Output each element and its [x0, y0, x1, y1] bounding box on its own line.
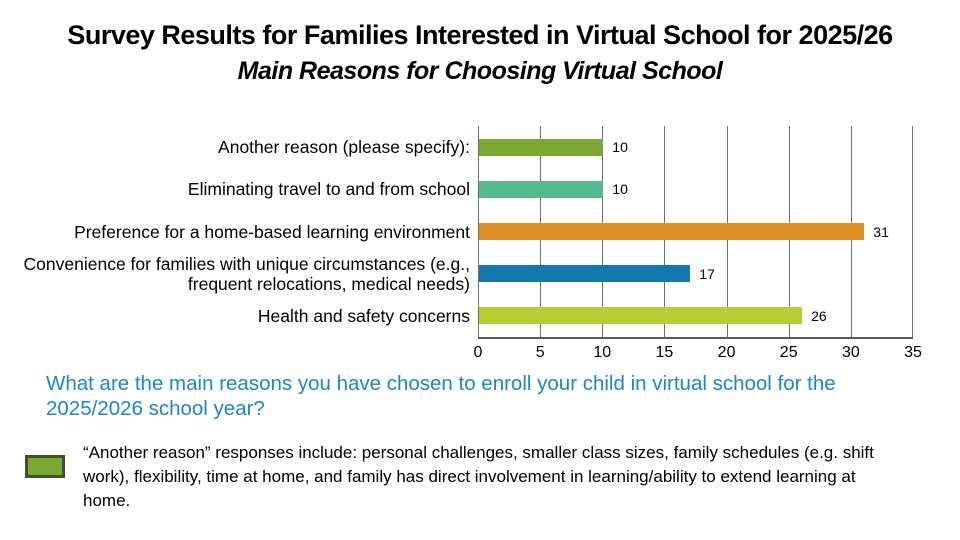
chart-plot-area: 10 10 31 17 26	[478, 126, 913, 339]
x-tick-label-15: 15	[655, 344, 674, 361]
footnote-text: “Another reason” responses include: pers…	[83, 443, 874, 510]
category-label-3: Convenience for families with unique cir…	[23, 253, 470, 294]
x-tick-label-35: 35	[904, 344, 922, 361]
x-axis-tick-labels: 0 5 10 15 20 25 30 35	[474, 344, 922, 364]
category-label-0: Another reason (please specify):	[218, 137, 470, 158]
bar-4	[479, 307, 803, 325]
category-label-4: Health and safety concerns	[257, 305, 470, 326]
bar-value-label-1: 10	[612, 181, 628, 198]
survey-question-text: What are the main reasons you have chose…	[46, 372, 836, 420]
gridline-0	[478, 126, 479, 337]
x-tick-label-20: 20	[717, 344, 736, 361]
gridline-35	[912, 126, 913, 337]
legend-swatch-another-reason	[25, 455, 65, 478]
x-tick-label-30: 30	[841, 344, 860, 361]
category-label-2: Preference for a home-based learning env…	[74, 221, 470, 242]
category-labels: Another reason (please specify): Eliminat…	[18, 126, 470, 337]
bar-value-label-0: 10	[612, 139, 628, 156]
bar-value-label-2: 31	[873, 223, 889, 240]
x-tick-label-5: 5	[535, 344, 545, 361]
slide-subtitle: Main Reasons for Choosing Virtual School	[237, 57, 723, 85]
x-tick-label-0: 0	[473, 344, 483, 361]
bar-1	[479, 180, 604, 198]
slide-title: Survey Results for Families Interested i…	[67, 20, 893, 50]
x-tick-label-10: 10	[593, 344, 612, 361]
bar-value-label-4: 26	[811, 307, 827, 324]
x-tick-label-25: 25	[779, 344, 798, 361]
bar-3	[479, 265, 691, 283]
category-label-1: Eliminating travel to and from school	[187, 179, 470, 200]
bar-value-label-3: 17	[699, 265, 715, 282]
bar-0	[479, 138, 604, 156]
bar-2	[479, 223, 865, 240]
